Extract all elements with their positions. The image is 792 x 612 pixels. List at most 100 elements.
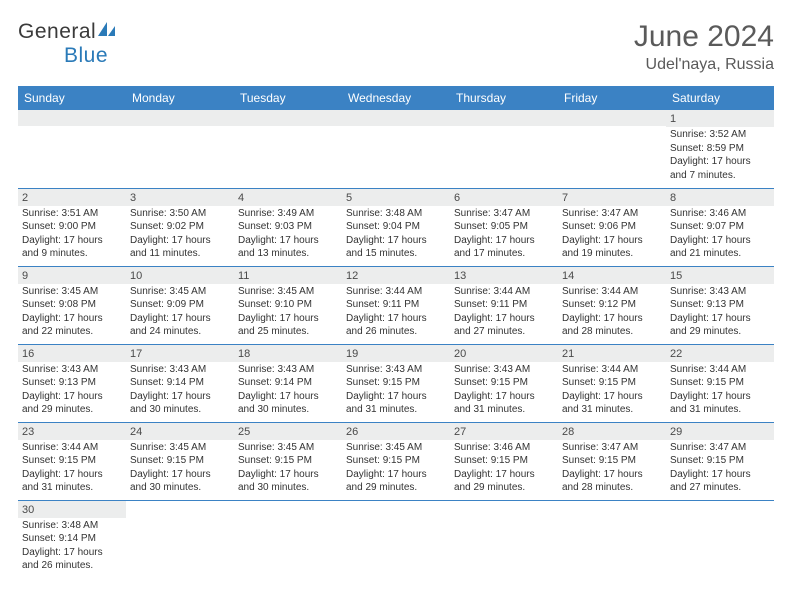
daylight-text: Daylight: 17 hours and 25 minutes. <box>238 312 338 339</box>
sunrise-text: Sunrise: 3:44 AM <box>22 441 122 455</box>
day-cell: 19Sunrise: 3:43 AMSunset: 9:15 PMDayligh… <box>342 344 450 422</box>
day-number: 17 <box>130 346 230 361</box>
day-number: 20 <box>454 346 554 361</box>
sunset-text: Sunset: 9:14 PM <box>130 376 230 390</box>
daylight-text: Daylight: 17 hours and 26 minutes. <box>22 546 122 573</box>
daylight-text: Daylight: 17 hours and 29 minutes. <box>670 312 770 339</box>
daylight-text: Daylight: 17 hours and 11 minutes. <box>130 234 230 261</box>
sunrise-text: Sunrise: 3:43 AM <box>670 285 770 299</box>
logo-blue: Blue <box>64 44 108 67</box>
sunset-text: Sunset: 9:15 PM <box>670 454 770 468</box>
daylight-text: Daylight: 17 hours and 27 minutes. <box>454 312 554 339</box>
day-details: Sunrise: 3:43 AMSunset: 9:15 PMDaylight:… <box>450 362 558 420</box>
sunrise-text: Sunrise: 3:43 AM <box>22 363 122 377</box>
calendar-body: 1Sunrise: 3:52 AMSunset: 8:59 PMDaylight… <box>18 110 774 578</box>
day-header: Sunday <box>18 86 126 110</box>
day-details: Sunrise: 3:43 AMSunset: 9:13 PMDaylight:… <box>18 362 126 420</box>
sunrise-text: Sunrise: 3:46 AM <box>454 441 554 455</box>
sail-icon <box>96 20 118 44</box>
day-cell <box>666 500 774 578</box>
sunset-text: Sunset: 9:04 PM <box>346 220 446 234</box>
day-cell <box>342 110 450 188</box>
sunrise-text: Sunrise: 3:45 AM <box>130 285 230 299</box>
week-row: 2Sunrise: 3:51 AMSunset: 9:00 PMDaylight… <box>18 188 774 266</box>
sunrise-text: Sunrise: 3:44 AM <box>346 285 446 299</box>
sunrise-text: Sunrise: 3:45 AM <box>22 285 122 299</box>
sunrise-text: Sunrise: 3:45 AM <box>130 441 230 455</box>
day-number: 4 <box>238 190 338 205</box>
page-header: GeneralBlue June 2024 Udel'naya, Russia <box>18 20 774 74</box>
sunset-text: Sunset: 9:15 PM <box>130 454 230 468</box>
day-cell: 8Sunrise: 3:46 AMSunset: 9:07 PMDaylight… <box>666 188 774 266</box>
day-details: Sunrise: 3:44 AMSunset: 9:11 PMDaylight:… <box>450 284 558 342</box>
daylight-text: Daylight: 17 hours and 19 minutes. <box>562 234 662 261</box>
day-cell <box>18 110 126 188</box>
daylight-text: Daylight: 17 hours and 31 minutes. <box>22 468 122 495</box>
sunrise-text: Sunrise: 3:44 AM <box>562 285 662 299</box>
logo-general: General <box>18 20 96 43</box>
day-number: 19 <box>346 346 446 361</box>
day-details: Sunrise: 3:49 AMSunset: 9:03 PMDaylight:… <box>234 206 342 264</box>
daylight-text: Daylight: 17 hours and 30 minutes. <box>238 468 338 495</box>
day-details: Sunrise: 3:47 AMSunset: 9:06 PMDaylight:… <box>558 206 666 264</box>
day-cell: 24Sunrise: 3:45 AMSunset: 9:15 PMDayligh… <box>126 422 234 500</box>
day-cell <box>234 110 342 188</box>
sunrise-text: Sunrise: 3:46 AM <box>670 207 770 221</box>
sunset-text: Sunset: 9:11 PM <box>346 298 446 312</box>
day-number: 26 <box>346 424 446 439</box>
sunset-text: Sunset: 8:59 PM <box>670 142 770 156</box>
daylight-text: Daylight: 17 hours and 30 minutes. <box>130 390 230 417</box>
day-cell: 11Sunrise: 3:45 AMSunset: 9:10 PMDayligh… <box>234 266 342 344</box>
day-details: Sunrise: 3:47 AMSunset: 9:15 PMDaylight:… <box>558 440 666 498</box>
sunset-text: Sunset: 9:15 PM <box>454 376 554 390</box>
day-number: 8 <box>670 190 770 205</box>
sunrise-text: Sunrise: 3:47 AM <box>670 441 770 455</box>
day-details: Sunrise: 3:48 AMSunset: 9:14 PMDaylight:… <box>18 518 126 576</box>
day-cell: 18Sunrise: 3:43 AMSunset: 9:14 PMDayligh… <box>234 344 342 422</box>
daylight-text: Daylight: 17 hours and 17 minutes. <box>454 234 554 261</box>
sunset-text: Sunset: 9:15 PM <box>670 376 770 390</box>
day-cell: 13Sunrise: 3:44 AMSunset: 9:11 PMDayligh… <box>450 266 558 344</box>
sunset-text: Sunset: 9:10 PM <box>238 298 338 312</box>
sunrise-text: Sunrise: 3:43 AM <box>346 363 446 377</box>
day-number: 10 <box>130 268 230 283</box>
day-cell <box>558 500 666 578</box>
day-details: Sunrise: 3:43 AMSunset: 9:15 PMDaylight:… <box>342 362 450 420</box>
sunset-text: Sunset: 9:15 PM <box>346 454 446 468</box>
day-cell <box>450 500 558 578</box>
sunrise-text: Sunrise: 3:44 AM <box>670 363 770 377</box>
daylight-text: Daylight: 17 hours and 31 minutes. <box>454 390 554 417</box>
day-number: 15 <box>670 268 770 283</box>
sunset-text: Sunset: 9:12 PM <box>562 298 662 312</box>
day-number: 12 <box>346 268 446 283</box>
day-cell: 5Sunrise: 3:48 AMSunset: 9:04 PMDaylight… <box>342 188 450 266</box>
day-number: 29 <box>670 424 770 439</box>
location: Udel'naya, Russia <box>634 56 774 74</box>
daylight-text: Daylight: 17 hours and 24 minutes. <box>130 312 230 339</box>
sunrise-text: Sunrise: 3:45 AM <box>346 441 446 455</box>
day-cell <box>234 500 342 578</box>
daylight-text: Daylight: 17 hours and 29 minutes. <box>22 390 122 417</box>
week-row: 9Sunrise: 3:45 AMSunset: 9:08 PMDaylight… <box>18 266 774 344</box>
day-cell <box>558 110 666 188</box>
week-row: 1Sunrise: 3:52 AMSunset: 8:59 PMDaylight… <box>18 110 774 188</box>
day-details: Sunrise: 3:45 AMSunset: 9:15 PMDaylight:… <box>126 440 234 498</box>
day-cell: 16Sunrise: 3:43 AMSunset: 9:13 PMDayligh… <box>18 344 126 422</box>
sunset-text: Sunset: 9:05 PM <box>454 220 554 234</box>
day-details: Sunrise: 3:43 AMSunset: 9:13 PMDaylight:… <box>666 284 774 342</box>
day-cell: 20Sunrise: 3:43 AMSunset: 9:15 PMDayligh… <box>450 344 558 422</box>
day-cell: 28Sunrise: 3:47 AMSunset: 9:15 PMDayligh… <box>558 422 666 500</box>
daylight-text: Daylight: 17 hours and 29 minutes. <box>454 468 554 495</box>
day-header: Friday <box>558 86 666 110</box>
sunrise-text: Sunrise: 3:47 AM <box>454 207 554 221</box>
day-details: Sunrise: 3:45 AMSunset: 9:10 PMDaylight:… <box>234 284 342 342</box>
sunrise-text: Sunrise: 3:43 AM <box>238 363 338 377</box>
sunset-text: Sunset: 9:13 PM <box>670 298 770 312</box>
calendar-table: Sunday Monday Tuesday Wednesday Thursday… <box>18 86 774 578</box>
day-cell: 29Sunrise: 3:47 AMSunset: 9:15 PMDayligh… <box>666 422 774 500</box>
daylight-text: Daylight: 17 hours and 29 minutes. <box>346 468 446 495</box>
day-cell: 17Sunrise: 3:43 AMSunset: 9:14 PMDayligh… <box>126 344 234 422</box>
daylight-text: Daylight: 17 hours and 21 minutes. <box>670 234 770 261</box>
day-cell: 21Sunrise: 3:44 AMSunset: 9:15 PMDayligh… <box>558 344 666 422</box>
day-cell <box>342 500 450 578</box>
